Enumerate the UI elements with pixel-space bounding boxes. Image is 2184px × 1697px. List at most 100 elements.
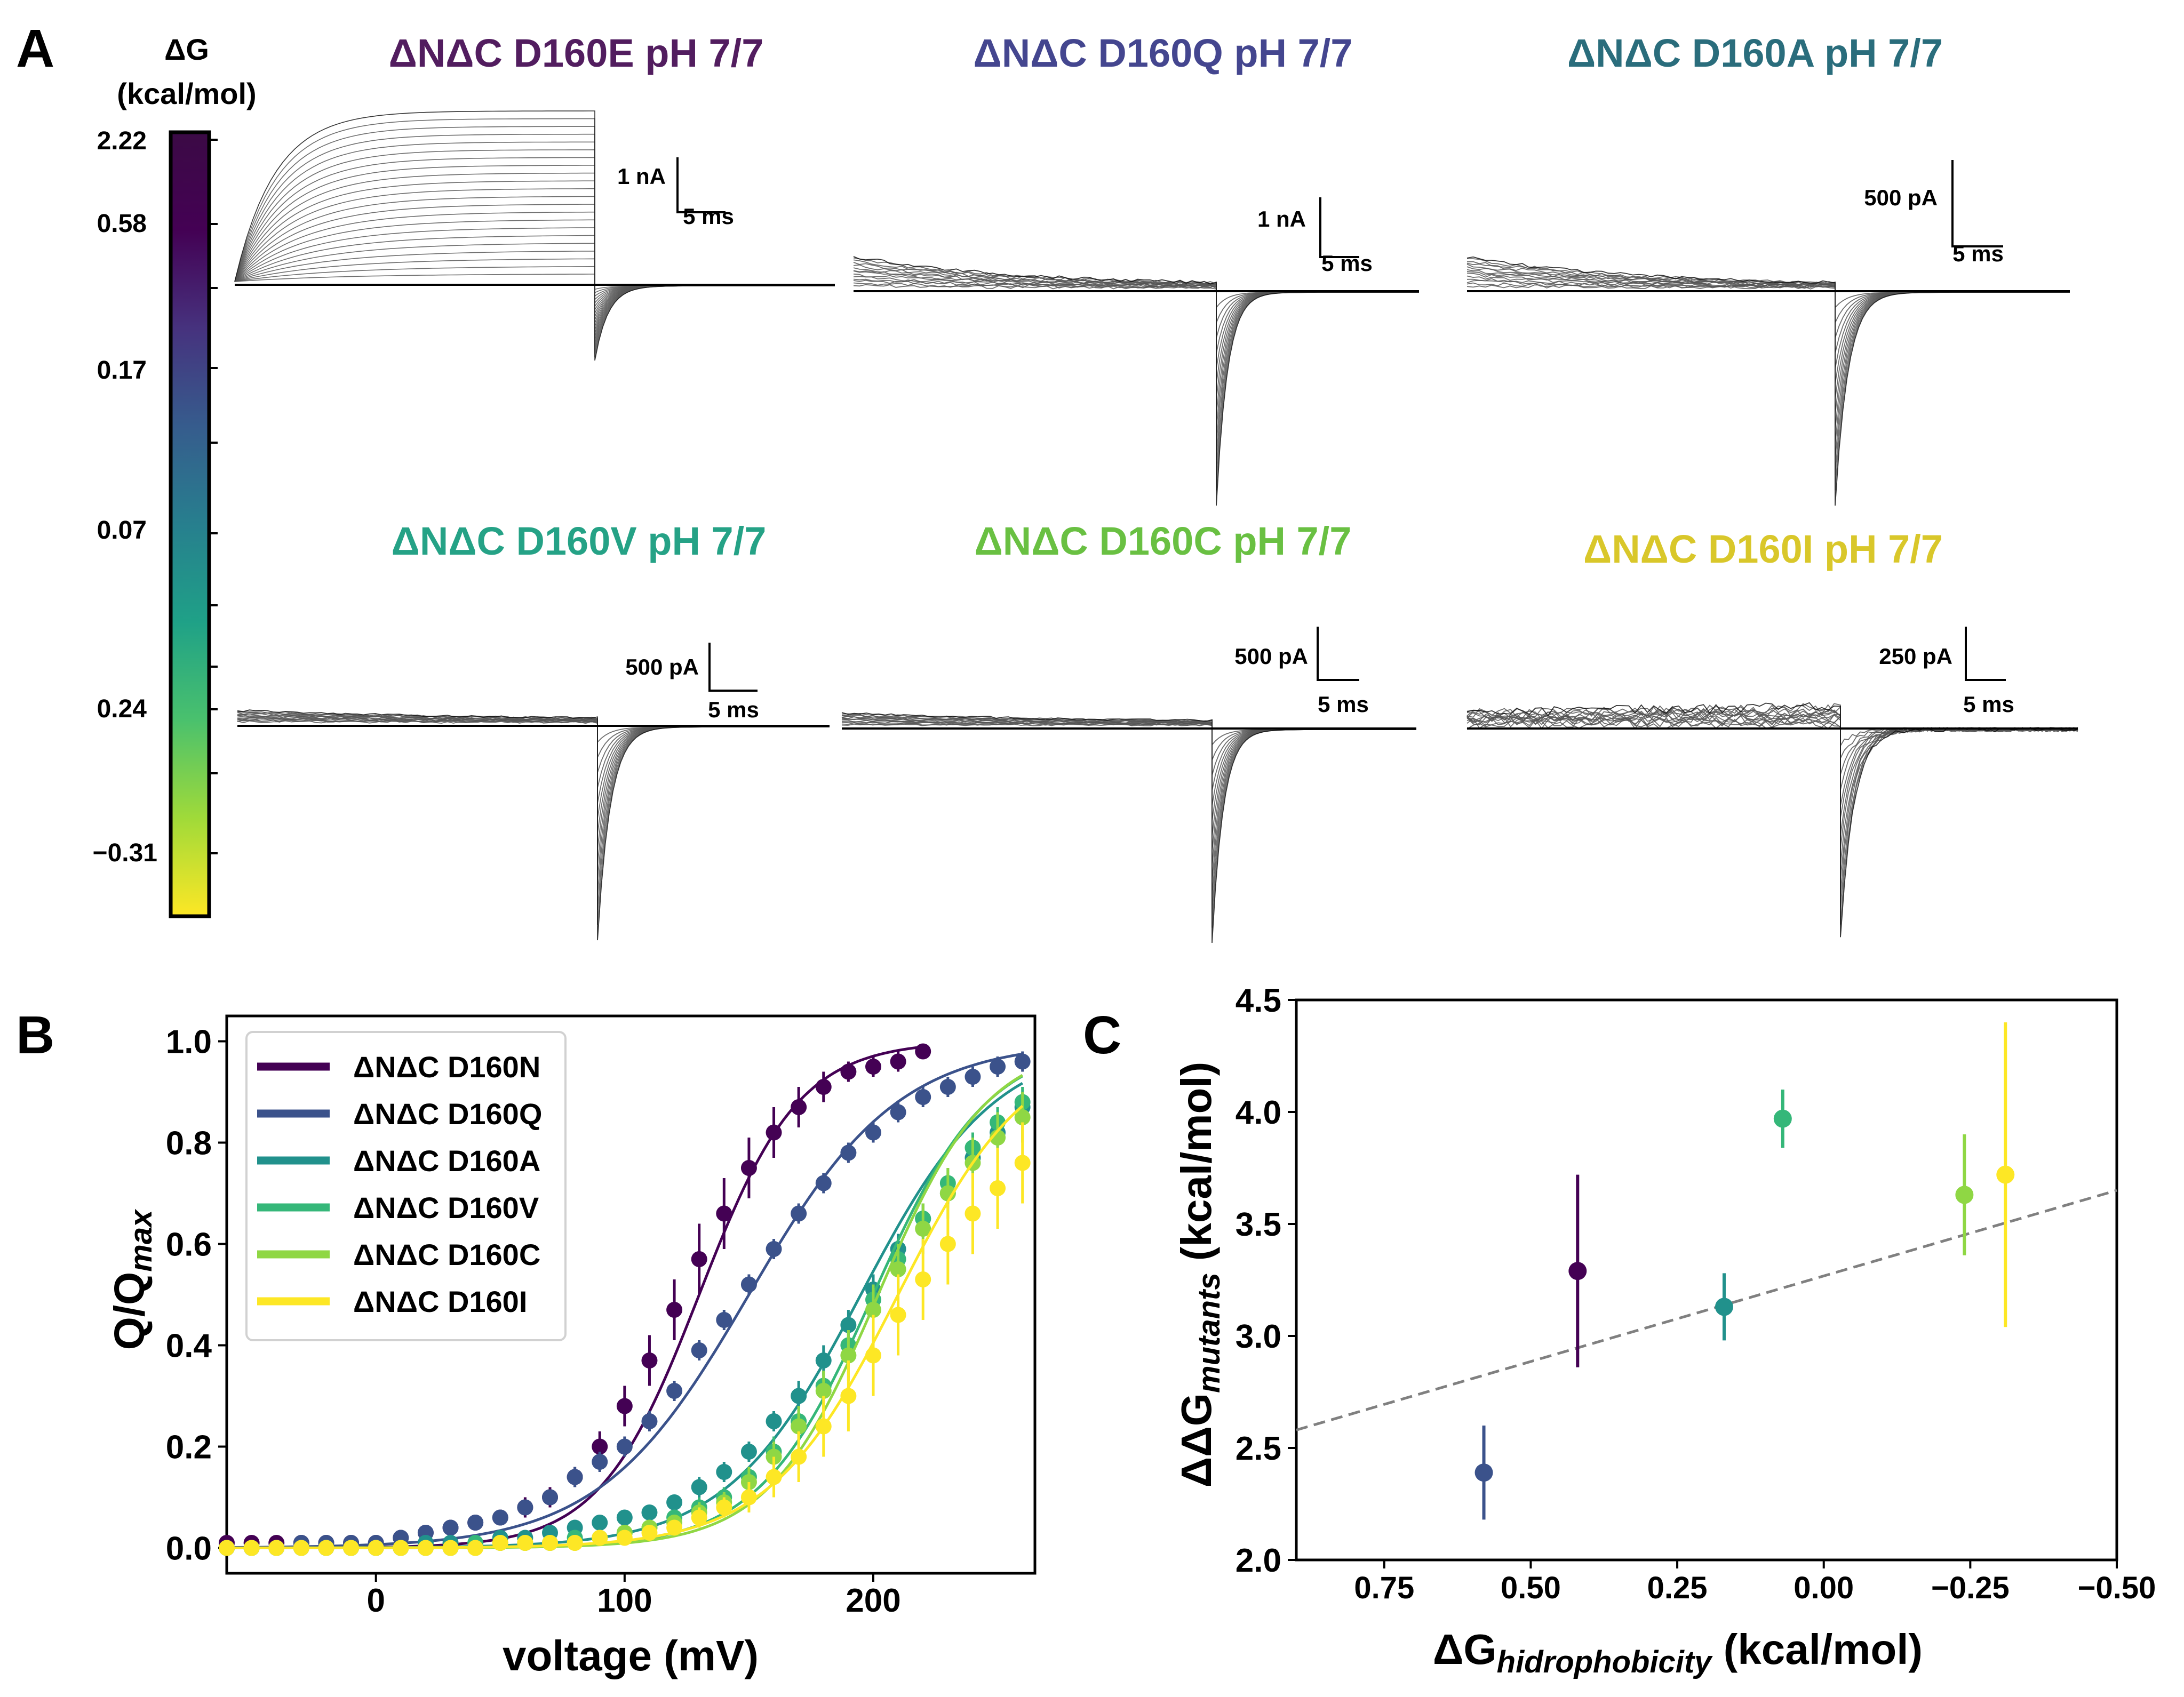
qv-data-point (691, 1509, 707, 1526)
scale-bar (1317, 627, 1359, 681)
qv-legend-label: ΔNΔC D160Q (353, 1097, 542, 1131)
trace-title: ΔNΔC D160E pH 7/7 (389, 31, 764, 75)
current-trace (1466, 708, 2078, 878)
qv-legend-box (245, 1031, 567, 1341)
qv-legend-label: ΔNΔC D160C (353, 1238, 540, 1271)
current-trace (841, 717, 1416, 852)
scale-bar (1319, 197, 1359, 258)
trace-title: ΔNΔC D160Q pH 7/7 (974, 31, 1353, 75)
current-trace (237, 709, 830, 941)
qv-data-point (815, 1175, 832, 1191)
qv-data-point (268, 1540, 285, 1556)
qv-data-point (641, 1352, 658, 1368)
colorbar-title-delta-g: ΔG (164, 33, 209, 66)
current-trace (841, 714, 1416, 912)
current-trace (237, 718, 830, 788)
qv-data-point (990, 1180, 1006, 1196)
ddg-x-tick-label: 0.50 (1501, 1571, 1561, 1605)
colorbar-title-unit: (kcal/mol) (117, 77, 256, 110)
colorbar-tick-label: 2.22 (97, 127, 147, 155)
qv-data-point (417, 1540, 434, 1556)
current-trace (1466, 282, 2070, 323)
qv-data-point (517, 1499, 533, 1516)
current-trace (234, 266, 835, 293)
current-trace (234, 126, 835, 354)
scale-bar-time-label: 5 ms (1321, 251, 1373, 276)
current-trace (1466, 284, 2070, 309)
current-trace (234, 141, 835, 347)
qv-data-point (666, 1494, 683, 1510)
qv-series (219, 1104, 1031, 1556)
current-trace (1466, 702, 2078, 938)
qv-data-point (740, 1276, 757, 1293)
ddg-y-tick-label: 2.5 (1236, 1430, 1281, 1467)
qv-data-point (592, 1438, 608, 1455)
qv-data-point (716, 1205, 732, 1222)
trace-title: ΔNΔC D160I pH 7/7 (1583, 527, 1943, 571)
scale-bar (1965, 627, 2006, 681)
scale-bar (708, 643, 758, 692)
qv-data-point (766, 1413, 782, 1429)
ddg-y-axis-label: ΔΔGmutants (kcal/mol) (1173, 1062, 1226, 1487)
qv-data-point (965, 1205, 981, 1222)
current-trace (234, 165, 835, 337)
qv-data-point (343, 1540, 360, 1556)
current-trace (1466, 706, 2078, 894)
qv-y-axis-label: Q/Qmax (106, 1208, 158, 1350)
current-trace (234, 188, 835, 327)
scale-bar (1951, 160, 2003, 247)
qv-data-point (840, 1388, 857, 1404)
qv-data-point (219, 1540, 235, 1556)
ddg-y-tick-label: 4.0 (1236, 1094, 1281, 1131)
current-trace (237, 711, 830, 925)
qv-data-point (890, 1104, 906, 1120)
current-trace (237, 714, 830, 849)
current-trace (234, 250, 835, 301)
current-trace (1466, 703, 2078, 925)
ddg-data-point (1773, 1109, 1792, 1128)
current-trace-panel (1466, 160, 2070, 506)
ddg-data-point (1715, 1298, 1733, 1316)
qv-y-tick-label: 0.6 (166, 1227, 212, 1263)
qv-x-tick-label: 0 (366, 1582, 385, 1619)
scale-bar-time-label: 5 ms (1963, 692, 2014, 717)
ddg-y-tick-label: 3.0 (1236, 1318, 1281, 1355)
colorbar-tick-label: 0.07 (97, 516, 147, 545)
qv-data-point (815, 1383, 832, 1399)
current-trace (237, 717, 830, 819)
qv-data-point (890, 1307, 906, 1323)
qv-data-point (442, 1519, 459, 1536)
current-trace (841, 712, 1416, 943)
qv-data-point (965, 1069, 981, 1085)
ddg-point-group (1955, 1134, 1974, 1255)
scale-bar-time-label: 5 ms (708, 697, 759, 722)
current-trace (1466, 704, 2078, 908)
qv-data-point (641, 1413, 658, 1429)
current-trace (841, 721, 1416, 791)
ddg-x-tick-label: 0.00 (1794, 1571, 1854, 1605)
current-trace (1466, 262, 2070, 460)
qv-data-point (716, 1312, 732, 1328)
qv-data-point (666, 1302, 683, 1318)
colorbar-tick-label: −0.31 (93, 839, 157, 867)
qv-data-point (716, 1464, 732, 1480)
panel-label-a: A (16, 19, 54, 78)
current-trace (234, 227, 835, 311)
current-trace (237, 720, 830, 743)
current-trace (234, 235, 835, 308)
ddg-point-group (1996, 1022, 2015, 1327)
qv-data-point (243, 1540, 260, 1556)
current-trace (237, 717, 830, 804)
qv-data-point (368, 1540, 384, 1556)
current-trace (234, 243, 835, 304)
qv-y-tick-label: 0.2 (166, 1429, 212, 1466)
ddg-point-group (1715, 1273, 1733, 1341)
current-trace-panel (841, 627, 1416, 943)
current-trace (1466, 279, 2070, 338)
ddg-x-tick-label: 0.25 (1647, 1571, 1708, 1605)
ddg-data-point (1955, 1186, 1974, 1204)
current-trace (841, 716, 1416, 867)
ddg-point-group (1773, 1090, 1792, 1148)
scale-bar-current-label: 1 nA (617, 164, 666, 189)
qv-legend-label: ΔNΔC D160N (353, 1050, 540, 1084)
